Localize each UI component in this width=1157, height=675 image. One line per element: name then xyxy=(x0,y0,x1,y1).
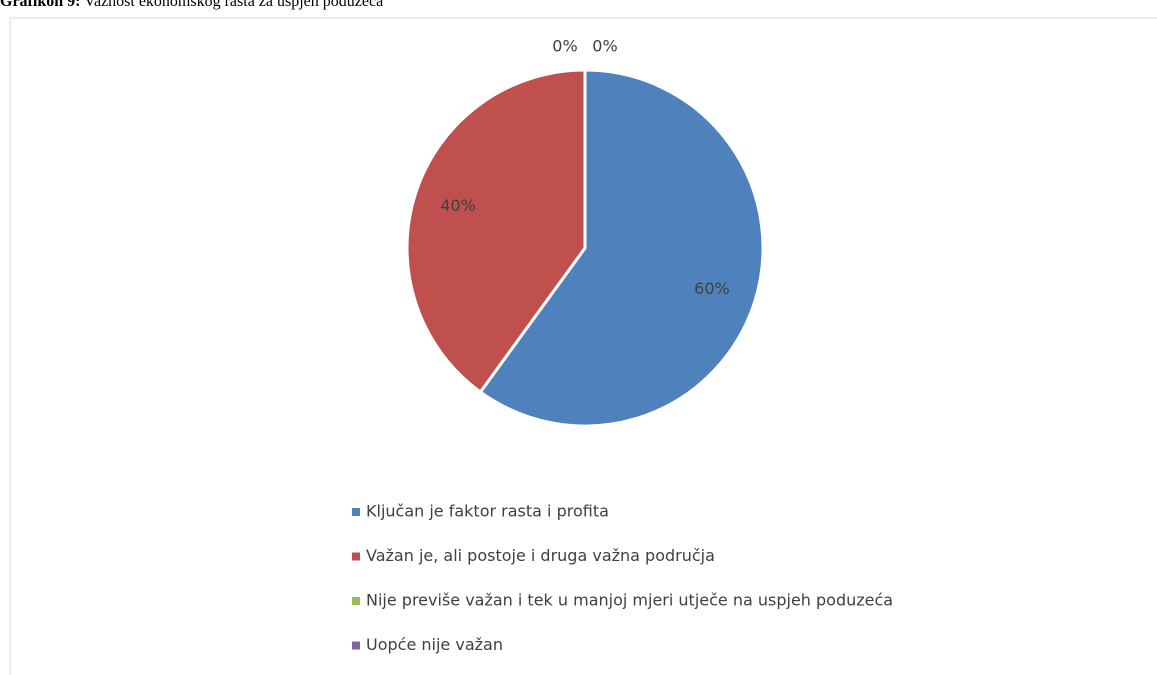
data-label: 40% xyxy=(440,196,476,215)
pie-slice xyxy=(405,68,587,394)
legend-swatch xyxy=(352,597,360,605)
legend-label: Važan je, ali postoje i druga važna podr… xyxy=(366,546,715,565)
legend-swatch xyxy=(352,641,360,650)
legend-label: Uopće nije važan xyxy=(366,635,503,654)
title-text: Važnost ekonomskog rasta za uspjeh poduz… xyxy=(84,0,383,10)
data-label: 0% xyxy=(592,36,617,55)
pie-slice xyxy=(478,68,765,428)
figure-label: Grafikon 9: xyxy=(0,0,80,10)
chart-title: Grafikon 9: Važnost ekonomskog rasta za … xyxy=(0,0,383,10)
legend-label: Ključan je faktor rasta i profita xyxy=(366,502,609,521)
chart-frame xyxy=(9,17,1157,675)
data-label: 60% xyxy=(694,279,730,298)
legend-swatch xyxy=(352,552,360,561)
legend-swatch xyxy=(352,508,360,516)
data-label: 0% xyxy=(552,36,577,55)
legend-label: Nije previše važan i tek u manjoj mjeri … xyxy=(366,591,893,610)
